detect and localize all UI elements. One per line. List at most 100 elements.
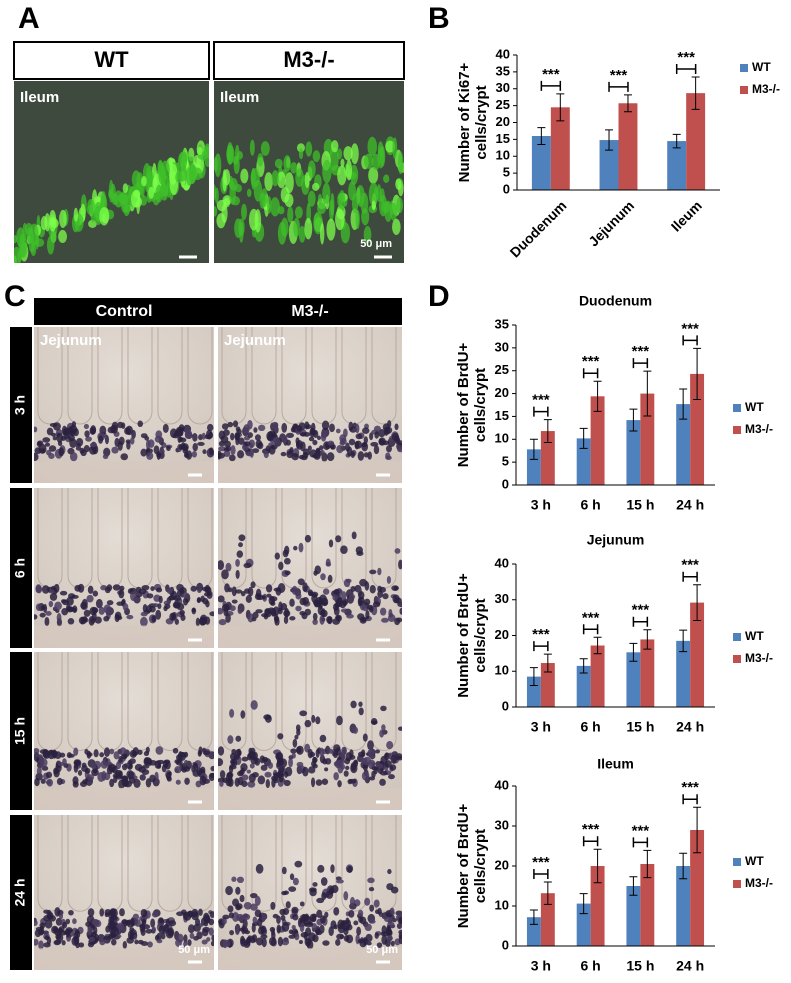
error-bar [556,93,565,122]
stained-cell [223,440,231,448]
stained-cell [320,573,326,581]
stained-cell [391,432,399,441]
stained-cell [235,558,240,567]
stained-cell [95,598,103,609]
y-axis-label: Number of BrdU+ [455,342,472,467]
villus [37,327,63,425]
stained-cell [218,452,226,459]
stained-cell [319,747,325,758]
stained-cell [334,602,341,608]
stained-cell [321,420,330,431]
stained-cell [254,434,261,441]
fluorescence [340,158,345,168]
stained-cell [110,926,119,937]
y-tick-label: 30 [495,591,509,606]
stained-cell [339,440,346,446]
muscle-layer [218,787,402,810]
tissue-label: Jejunum [40,332,102,349]
stained-cell [261,913,266,922]
stained-cell [166,445,171,452]
fluorescence [241,203,247,221]
stained-cell [330,864,335,874]
stained-cell [282,908,290,916]
stained-cell [245,595,252,603]
stained-cell [195,617,200,627]
stained-cell [229,929,235,936]
stained-cell [266,431,274,441]
legend-label: M3-/- [745,651,773,665]
stained-cell [353,920,359,926]
y-axis-label: cells/crypt [472,829,489,903]
stained-cell [192,770,201,777]
stained-cell [232,420,239,428]
stained-cell [261,937,267,948]
y-axis-label: Number of BrdU+ [455,573,472,698]
stained-cell [363,452,369,458]
stained-cell [340,763,346,770]
significance-bracket [608,81,629,92]
stained-cell [88,936,95,942]
stained-cell [104,434,109,445]
stained-cell [247,586,254,597]
stained-cell [358,701,363,707]
stained-cell [35,603,42,612]
stained-cell [150,918,156,928]
stained-cell [221,569,229,580]
fluorescence [317,193,323,204]
stained-cell [146,593,154,599]
fluorescence [322,159,332,184]
fluorescence [326,218,336,241]
stained-cell [211,934,214,942]
stained-cell [187,910,194,918]
scale-bar-label: 50 μm [360,238,392,250]
stained-cell [288,929,294,935]
stained-cell [316,435,322,441]
stained-cell [140,448,147,457]
stained-cell [334,615,341,620]
legend-swatch [733,880,741,888]
stained-cell [282,549,289,558]
stained-cell [280,451,287,457]
stained-cell [270,901,276,910]
stained-cell [80,601,88,610]
stained-cell [265,779,270,789]
x-tick-label: 3 h [531,719,551,735]
stained-cell [356,926,362,936]
stained-cell [209,911,214,918]
stained-cell [129,749,137,758]
bar [626,886,641,946]
fluorescence [216,213,226,229]
column-header: M3-/- [291,303,328,320]
fluorescence [232,155,239,165]
stained-cell [270,433,278,438]
significance-label: *** [632,602,650,619]
error-bar [629,408,638,432]
x-tick-label: 3 h [531,497,551,513]
stained-cell [52,588,58,595]
stained-cell [99,939,106,946]
stained-cell [104,586,111,594]
fluorescence [40,216,48,231]
stained-cell [276,924,281,934]
stained-cell [159,449,165,454]
significance-label: *** [532,392,550,409]
stained-cell [84,430,90,438]
stained-cell [386,935,393,941]
stained-cell [260,934,268,939]
bar [690,373,705,485]
stained-cell [42,437,51,443]
legend-label: WT [745,400,764,414]
stained-cell [145,928,153,934]
fluorescence [293,217,300,238]
stained-cell [227,735,234,744]
stained-cell [182,447,189,454]
stained-cell [183,766,191,772]
significance-label: *** [681,320,699,337]
x-tick-label: 15 h [626,958,654,974]
stained-cell [332,594,338,601]
stained-cell [263,714,272,721]
stained-cell [358,707,364,716]
stained-cell [130,917,135,927]
stained-cell [222,914,230,920]
stained-cell [294,734,299,740]
